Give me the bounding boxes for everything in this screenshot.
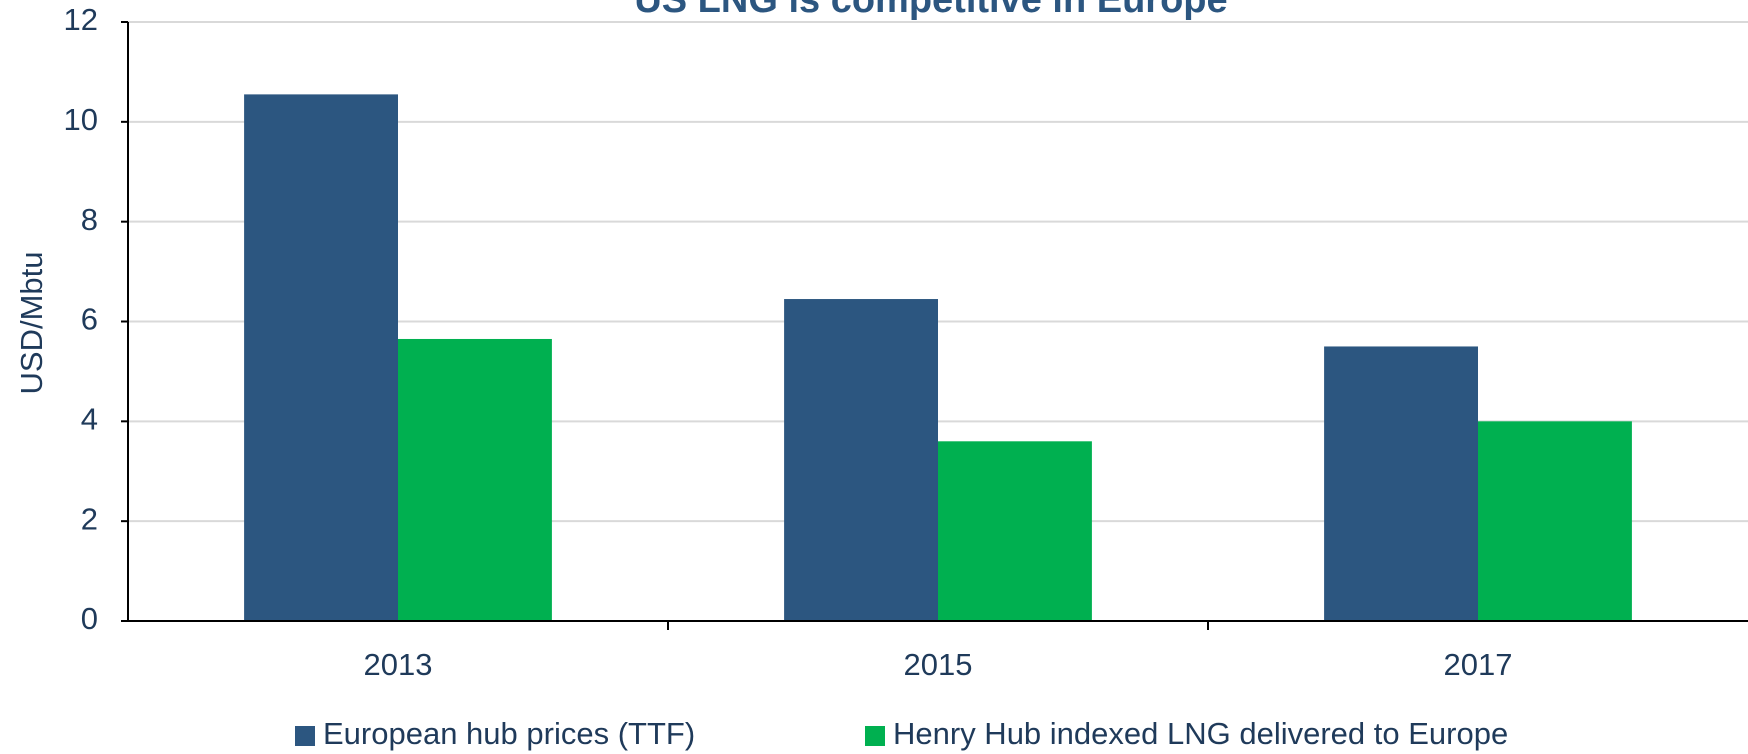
bar (244, 94, 398, 622)
legend-swatch (295, 726, 315, 746)
y-tick-label: 2 (81, 501, 98, 536)
y-tick-label: 4 (81, 402, 98, 437)
bar (784, 299, 938, 621)
y-axis-label: USD/Mbtu (14, 252, 49, 395)
x-tick-label: 2017 (1444, 647, 1513, 682)
y-tick-label: 10 (64, 102, 98, 137)
chart-title: US LNG is competitive in Europe (634, 0, 1227, 21)
y-tick-label: 8 (81, 202, 98, 237)
x-tick-label: 2013 (364, 647, 433, 682)
y-tick-label: 12 (64, 2, 98, 37)
bar (938, 441, 1092, 621)
legend-label: European hub prices (TTF) (323, 716, 695, 751)
y-tick-label: 0 (81, 601, 98, 636)
legend-label: Henry Hub indexed LNG delivered to Europ… (893, 716, 1508, 751)
y-tick-label: 6 (81, 302, 98, 337)
legend-swatch (865, 726, 885, 746)
bar (1324, 346, 1478, 621)
x-tick-label: 2015 (904, 647, 973, 682)
bar (1478, 421, 1632, 621)
bar (398, 338, 552, 621)
